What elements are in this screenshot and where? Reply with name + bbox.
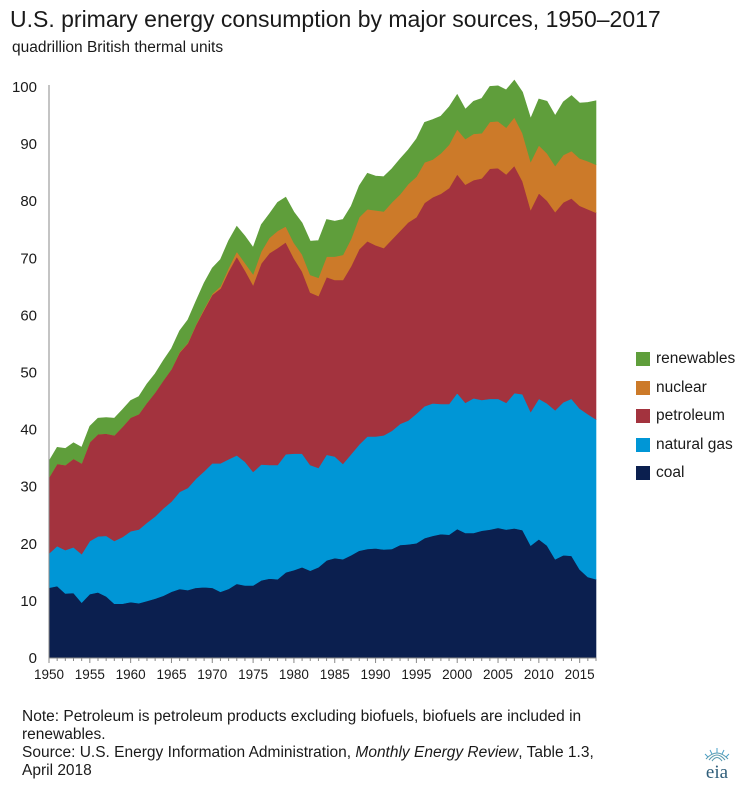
y-tick-label: 50: [20, 365, 37, 382]
x-tick-label: 1980: [279, 667, 309, 682]
x-tick-label: 1975: [238, 667, 268, 682]
footnote: Note: Petroleum is petroleum products ex…: [22, 708, 582, 743]
legend-item-petroleum: petroleum: [636, 402, 735, 431]
x-tick-label: 1985: [320, 667, 350, 682]
source-publication: Monthly Energy Review: [355, 744, 519, 761]
x-tick-label: 1950: [34, 667, 64, 682]
x-tick-label: 1960: [116, 667, 146, 682]
y-tick-label: 90: [20, 136, 37, 153]
source-prefix: Source: U.S. Energy Information Administ…: [22, 744, 356, 761]
y-tick-label: 30: [20, 479, 37, 496]
legend-label-nuclear: nuclear: [656, 378, 707, 396]
y-tick-label: 80: [20, 193, 37, 210]
legend-swatch-renewables: [636, 352, 650, 367]
legend-item-coal: coal: [636, 459, 735, 488]
y-tick-label: 40: [20, 422, 37, 439]
x-tick-label: 2005: [483, 667, 513, 682]
legend-item-renewables: renewables: [636, 345, 735, 374]
chart-title: U.S. primary energy consumption by major…: [10, 6, 661, 32]
stacked-area-chart: 0 10 20 30 40 50 60 70 80 90 100 1950 1955 1960 1965 19…: [12, 79, 597, 682]
area-renewables: [48, 79, 597, 479]
x-tick-label: 2015: [565, 667, 595, 682]
y-tick-label: 100: [12, 79, 37, 96]
x-tick-label: 1970: [197, 667, 227, 682]
legend-label-natural-gas: natural gas: [656, 435, 733, 453]
x-tick-label: 1965: [156, 667, 186, 682]
legend-label-petroleum: petroleum: [656, 407, 725, 425]
x-tick-label: 2010: [524, 667, 554, 682]
y-tick-label: 20: [20, 536, 37, 553]
x-tick-label: 1995: [401, 667, 431, 682]
y-tick-label: 60: [20, 307, 37, 324]
legend-swatch-nuclear: [636, 380, 650, 395]
source-suffix: , Table 1.3, April 2018: [22, 744, 594, 779]
y-tick-label: 0: [29, 650, 37, 667]
legend-item-natural-gas: natural gas: [636, 431, 735, 460]
legend-label-renewables: renewables: [656, 350, 736, 368]
y-tick-label: 70: [20, 250, 37, 267]
chart-legend: renewables nuclear petroleum natural gas…: [636, 345, 735, 488]
x-tick-label: 1990: [361, 667, 391, 682]
legend-label-coal: coal: [656, 464, 685, 482]
y-tick-label: 10: [20, 593, 37, 610]
source-note: Source: U.S. Energy Information Administ…: [22, 744, 622, 780]
legend-swatch-coal: [636, 466, 650, 481]
x-tick-label: 2000: [442, 667, 472, 682]
legend-swatch-natural-gas: [636, 437, 650, 452]
eia-logo-icon: eia: [704, 748, 730, 783]
chart-subtitle: quadrillion British thermal units: [12, 39, 224, 56]
legend-swatch-petroleum: [636, 409, 650, 424]
x-tick-label: 1955: [75, 667, 105, 682]
eia-logo-text: eia: [706, 762, 729, 783]
legend-item-nuclear: nuclear: [636, 374, 735, 403]
